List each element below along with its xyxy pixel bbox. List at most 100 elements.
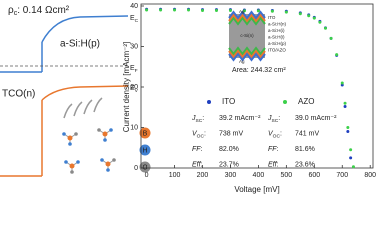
- stat-value: 741 mV: [295, 130, 319, 137]
- energy-level-part: E: [130, 85, 135, 92]
- inset-area: Area: 244.32 cm²: [232, 67, 286, 74]
- x-tick-label: 800: [364, 172, 376, 179]
- atom-key: [139, 161, 151, 173]
- stat-label-part: Eff: [192, 161, 202, 168]
- stat-label-part: FF: [192, 146, 201, 153]
- data-point: [145, 8, 149, 12]
- inset-center: c-Si(n): [240, 33, 254, 38]
- data-point: [351, 165, 355, 169]
- energy-level-part: F: [135, 68, 138, 74]
- data-point: [242, 9, 246, 13]
- valence-band: [41, 85, 129, 101]
- x-tick-label: 100: [169, 172, 181, 179]
- energy-level: EV: [130, 85, 139, 94]
- inset-layer: [228, 52, 266, 62]
- x-tick-label: 200: [197, 172, 209, 179]
- data-point: [343, 104, 347, 108]
- inset-electrode: Ag: [239, 59, 245, 64]
- data-point: [298, 12, 302, 16]
- stat-label-part: SC: [196, 118, 203, 124]
- conduction-band: [41, 15, 129, 43]
- stat-label: FF:: [192, 146, 203, 153]
- stat-label-part: J: [267, 115, 272, 122]
- stat-label-part: J: [191, 115, 196, 122]
- data-point: [329, 36, 333, 40]
- energy-level: EF: [130, 65, 138, 74]
- stat-label-part: V: [192, 130, 198, 137]
- stat-label-part: Eff: [268, 161, 278, 168]
- layer-label: TCO(n): [2, 89, 35, 100]
- contact-resistance-part: ρ: [8, 5, 14, 16]
- stat-label: FF:: [268, 146, 279, 153]
- energy-level: EC: [130, 15, 139, 24]
- data-point: [159, 8, 163, 12]
- stat-value: 39.0 mAcm⁻²: [295, 115, 337, 122]
- stat-value: 39.2 mAcm⁻²: [219, 115, 261, 122]
- data-point: [340, 81, 344, 85]
- stat-label-part: :: [280, 130, 282, 137]
- stat-value: 82.0%: [219, 146, 239, 153]
- x-axis-label: Voltage [mV]: [234, 185, 279, 194]
- molecules: [62, 128, 116, 174]
- stat-label-part: V: [268, 130, 274, 137]
- inset-electrode: Ag: [239, 9, 245, 14]
- stat-label-part: OC: [273, 133, 281, 139]
- data-point: [349, 148, 353, 152]
- data-point: [256, 9, 260, 13]
- inset-layer-label: ITO/AZO: [268, 48, 286, 53]
- contact-resistance: ρc: 0.14 Ωcm²: [8, 5, 70, 18]
- inset-layer: [228, 10, 266, 20]
- stat-label: Eff:: [268, 161, 279, 168]
- inset-layer-label: a-Si:H(i): [268, 28, 285, 33]
- data-point: [200, 8, 204, 12]
- y-tick-label: 40: [130, 3, 138, 10]
- x-tick-label: 500: [281, 172, 293, 179]
- stat-value: 23.6%: [295, 161, 315, 168]
- y-tick-label: 30: [130, 43, 138, 50]
- legend-marker: [207, 100, 211, 104]
- stat-label: Eff:: [192, 161, 203, 168]
- data-point: [228, 8, 232, 12]
- inset-layer-label: a-Si:H(i): [268, 35, 285, 40]
- data-point: [346, 126, 350, 129]
- arrows: [63, 97, 103, 119]
- data-point: [284, 10, 288, 14]
- y-axis-label: Current density [mAcm⁻²]: [122, 42, 131, 132]
- stat-label: JSC:: [267, 115, 280, 124]
- legend-label: ITO: [222, 97, 235, 106]
- stat-label-part: :: [277, 161, 279, 168]
- stat-value: 738 mV: [219, 130, 243, 137]
- inset-layer: [228, 13, 266, 23]
- data-point: [187, 8, 191, 12]
- energy-level-part: V: [135, 88, 139, 94]
- energy-level-part: E: [130, 65, 135, 72]
- stat-label-part: :: [202, 115, 204, 122]
- x-tick-label: 300: [225, 172, 237, 179]
- legend-label: AZO: [298, 97, 314, 106]
- x-tick-label: 0: [145, 172, 149, 179]
- stat-label-part: :: [277, 146, 279, 153]
- x-tick-label: 600: [308, 172, 320, 179]
- data-point: [349, 156, 353, 160]
- y-tick-label: 20: [130, 84, 138, 91]
- data-point: [323, 26, 327, 30]
- y-tick-label: 10: [130, 124, 138, 131]
- plot-frame: [140, 3, 374, 169]
- stat-label-part: :: [201, 161, 203, 168]
- inset: [228, 10, 266, 62]
- stat-label-part: :: [201, 146, 203, 153]
- atom-label: B: [143, 130, 148, 137]
- inset-layer-label: a-Si:H(n): [268, 22, 287, 27]
- data-point: [173, 8, 177, 12]
- legend-marker: [283, 100, 287, 104]
- x-tick-label: 400: [253, 172, 265, 179]
- data-point: [343, 101, 347, 105]
- energy-level-part: E: [130, 15, 135, 22]
- energy-level-part: C: [135, 18, 139, 24]
- inset-layer: [228, 49, 266, 59]
- data-point: [307, 14, 311, 18]
- inset-layer-label: ITO: [268, 15, 276, 20]
- contact-resistance-part: c: [14, 10, 18, 17]
- data-point: [270, 9, 274, 13]
